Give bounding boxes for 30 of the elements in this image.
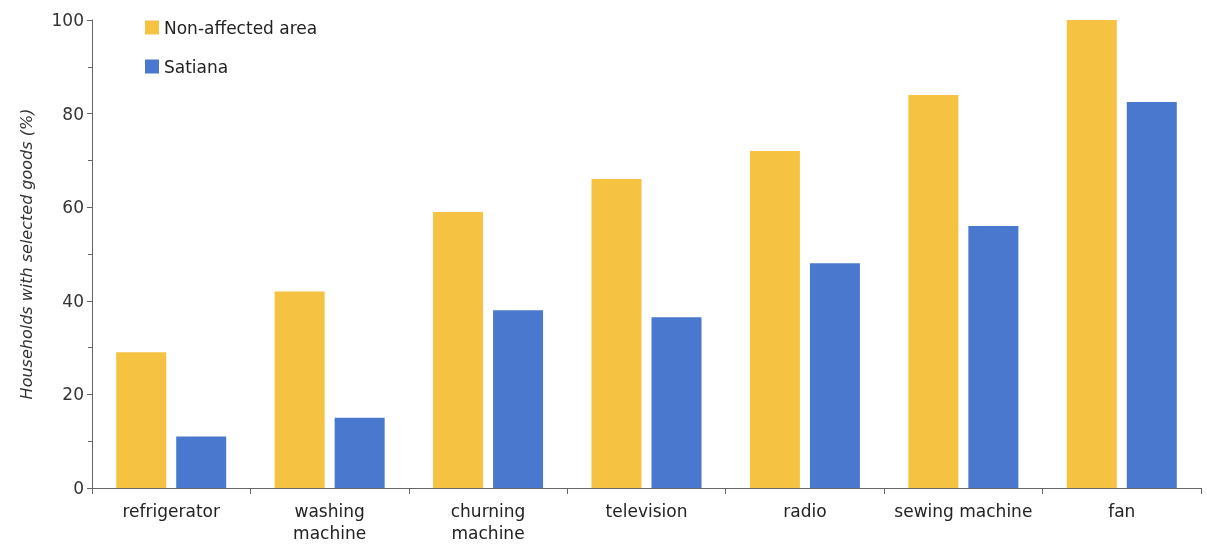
bar	[433, 211, 484, 488]
bar	[493, 310, 544, 488]
y-tick-label: 100	[51, 10, 84, 30]
bar	[968, 225, 1019, 488]
bar	[651, 317, 702, 488]
y-tick-label: 20	[62, 384, 84, 405]
bar	[809, 263, 860, 488]
y-tick-label: 0	[73, 478, 84, 498]
bar	[749, 151, 800, 488]
bar	[274, 291, 325, 488]
y-axis-title: Households with selected goods (%)	[16, 108, 36, 400]
y-tick-label: 40	[62, 290, 84, 311]
bar	[176, 436, 227, 488]
bar	[116, 352, 167, 488]
x-tick-label: television	[605, 501, 688, 521]
legend-label: Non-affected area	[164, 17, 318, 38]
x-tick-label: sewing machine	[894, 501, 1033, 521]
x-tick-label: churning machine	[450, 501, 526, 543]
legend-label: Satiana	[164, 56, 229, 77]
bar	[908, 94, 959, 488]
bar	[1066, 20, 1117, 488]
bar	[334, 417, 385, 488]
bar	[1126, 101, 1177, 488]
x-tick-label: washing machine	[293, 501, 367, 543]
bar	[591, 179, 642, 488]
x-tick-label: fan	[1108, 501, 1136, 521]
x-tick-label: refrigerator	[122, 501, 220, 521]
x-tick-label: radio	[783, 501, 827, 521]
y-tick-label: 80	[62, 103, 84, 124]
y-tick-label: 60	[62, 197, 84, 218]
